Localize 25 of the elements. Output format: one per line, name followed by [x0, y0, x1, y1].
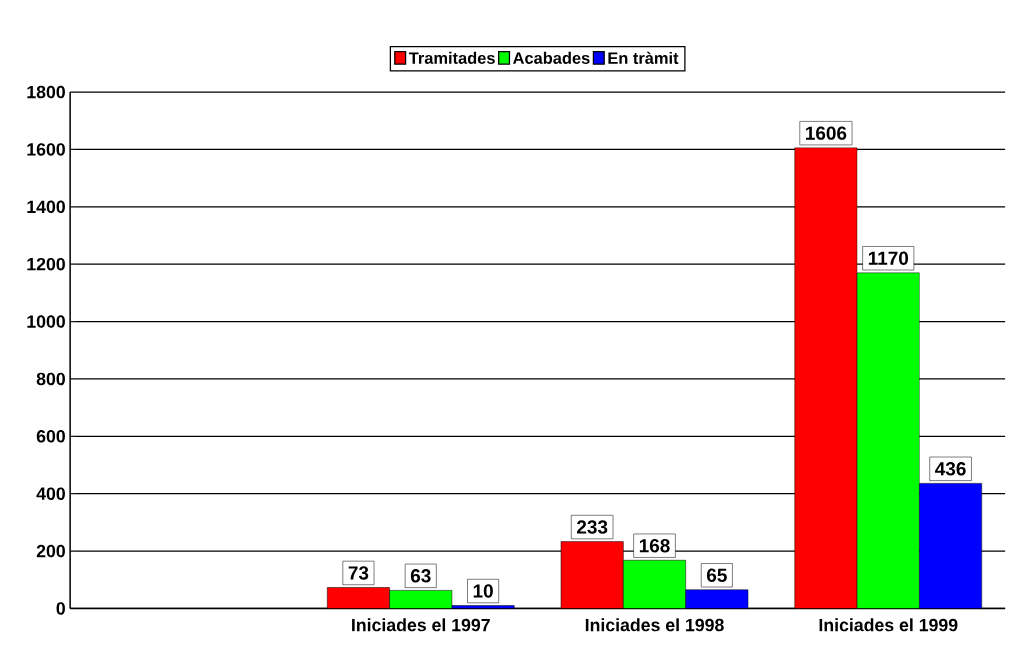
data-label: 436: [935, 461, 966, 476]
legend-label: Acabades: [513, 51, 590, 64]
y-tick-label: 800: [36, 372, 65, 386]
data-label: 73: [348, 566, 369, 580]
data-label: 10: [473, 584, 493, 598]
legend-label: Tramitades: [408, 51, 495, 64]
data-label: 1606: [806, 126, 847, 140]
data-label: 63: [410, 568, 431, 583]
y-tick-label: 1800: [27, 85, 65, 99]
x-tick-label: Iniciades el 1998: [585, 618, 724, 632]
x-tick-label: Iniciades el 1999: [819, 618, 958, 632]
y-tick-label: 600: [36, 429, 65, 443]
y-tick-label: 200: [36, 544, 65, 558]
x-tick-label: Iniciades el 1997: [352, 618, 490, 632]
y-tick-label: 400: [36, 487, 65, 500]
data-label: 168: [639, 538, 670, 553]
data-label: 233: [577, 520, 608, 534]
y-tick-label: 1000: [27, 315, 65, 328]
data-label: 1170: [868, 251, 909, 265]
data-label: 65: [706, 568, 727, 582]
y-tick-label: 1600: [27, 142, 65, 156]
legend-label: En tràmit: [608, 51, 679, 64]
y-tick-label: 0: [56, 602, 65, 615]
y-tick-label: 1200: [27, 257, 65, 271]
y-tick-label: 1400: [27, 200, 65, 213]
